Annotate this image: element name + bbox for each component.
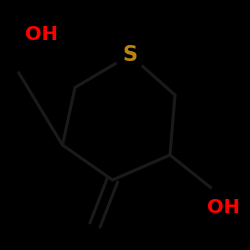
Text: OH: OH <box>25 26 58 44</box>
Text: OH: OH <box>208 198 240 217</box>
Circle shape <box>210 185 230 205</box>
Text: S: S <box>122 45 138 65</box>
Circle shape <box>115 40 145 70</box>
Circle shape <box>2 52 22 72</box>
